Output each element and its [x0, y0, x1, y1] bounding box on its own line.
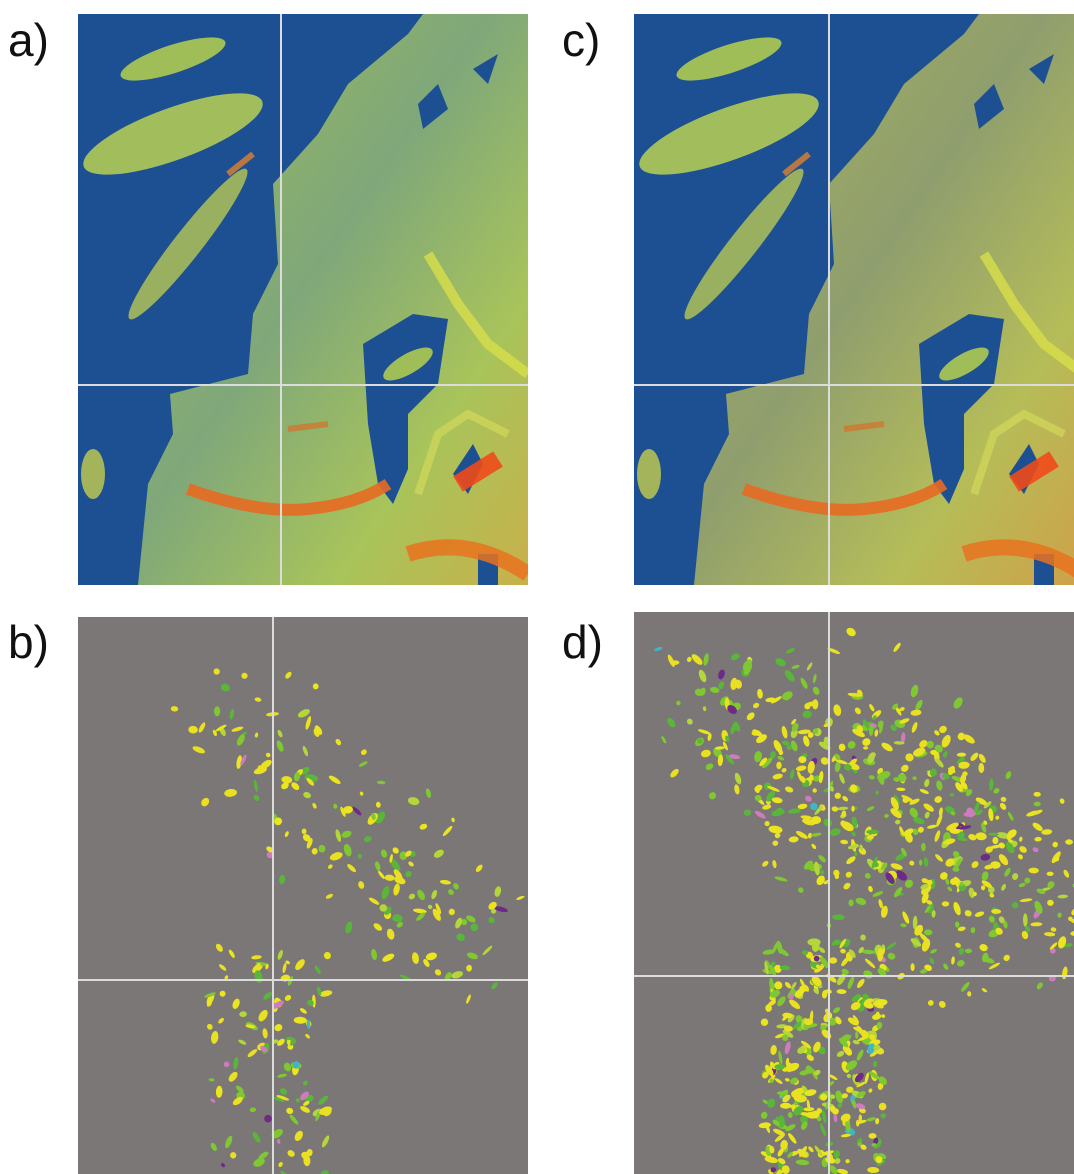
panel-label: c)	[562, 14, 600, 66]
island	[637, 449, 661, 499]
blob	[924, 929, 932, 935]
image-panel	[75, 14, 528, 585]
blob	[866, 830, 879, 834]
background	[78, 617, 528, 1174]
blob	[1065, 839, 1073, 844]
blob	[942, 901, 949, 906]
blob	[812, 699, 818, 709]
blob	[775, 1064, 786, 1069]
panel-label: d)	[562, 616, 603, 668]
panel-label: b)	[8, 616, 49, 668]
blob	[1047, 900, 1054, 906]
image-panel	[631, 14, 1074, 585]
image-panel	[634, 612, 1074, 1174]
island	[81, 449, 105, 499]
figure: a) b) c) d)	[0, 0, 1074, 1174]
blob	[851, 806, 854, 812]
panel-label: a)	[8, 14, 49, 66]
blob	[1047, 872, 1054, 876]
image-panel	[78, 617, 528, 1174]
blob	[780, 1103, 791, 1109]
page: {"panels": [{"label": "a)"}, {"label": "…	[0, 0, 1074, 1174]
